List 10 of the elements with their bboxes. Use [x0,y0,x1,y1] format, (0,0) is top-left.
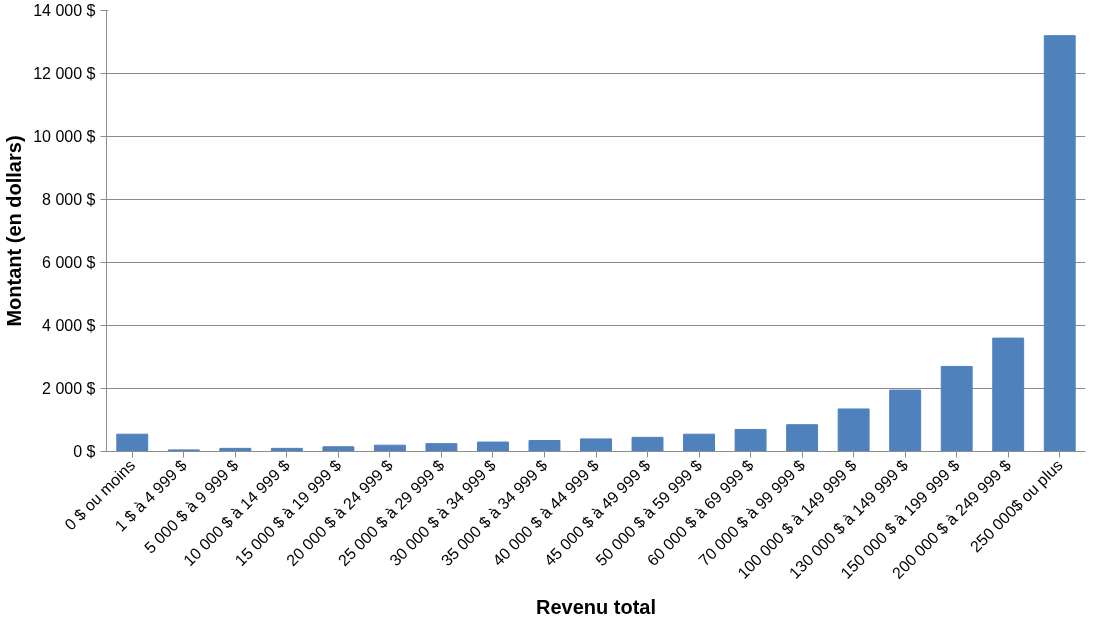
y-tick-label: 2 000 $ [42,380,96,397]
y-tick-label: 8 000 $ [42,191,96,208]
y-tick-label: 10 000 $ [33,128,96,145]
x-axis-title: Revenu total [535,595,657,618]
y-tick-label: 12 000 $ [33,65,96,82]
y-tick-label: 0 $ [73,443,96,460]
y-tick-label: 6 000 $ [42,254,96,271]
y-axis-title: Montant (en dollars) [3,135,26,327]
y-tick-label: 14 000 $ [33,2,96,19]
y-tick-label: 4 000 $ [42,317,96,334]
